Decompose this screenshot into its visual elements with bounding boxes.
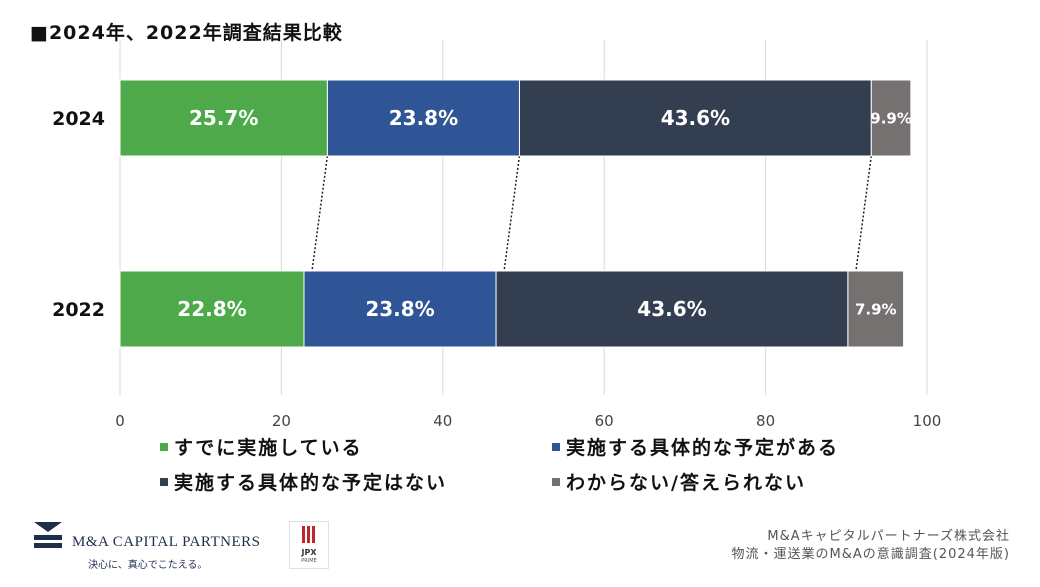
- data-label: 7.9%: [855, 300, 897, 318]
- data-label: 43.6%: [637, 297, 706, 321]
- data-label: 22.8%: [177, 297, 246, 321]
- x-tick-label: 20: [272, 412, 291, 430]
- legend-swatch-1: [160, 442, 168, 451]
- connector-lines: [311, 155, 873, 272]
- jpx-mark-icon: [302, 526, 315, 543]
- legend-swatch-3: [160, 477, 168, 486]
- company-name: M&A CAPITAL PARTNERS: [72, 534, 261, 550]
- bar-segment: [518, 79, 872, 157]
- x-tick-labels: 0 20 40 60 80 100: [115, 412, 941, 430]
- company-emblem-icon: [34, 522, 62, 548]
- chart-title: ■2024年、2022年調査結果比較: [30, 22, 343, 44]
- stacked-bar-chart: 25.7% 23.8% 43.6% 9.9% 22.8% 23.8% 43.6% 7.9% 2…: [52, 40, 941, 430]
- x-tick-label: 80: [756, 412, 775, 430]
- jpx-prime-logo: JPX PRIME: [289, 521, 329, 569]
- data-label: 23.8%: [365, 297, 434, 321]
- jpx-sub-label: PRIME: [301, 558, 317, 564]
- legend-swatch-4: [552, 477, 560, 486]
- legend-item-2: 実施する具体的な予定がある: [552, 433, 839, 460]
- data-label: 23.8%: [389, 106, 458, 130]
- bar-segment: [870, 79, 912, 157]
- source-note: M&Aキャピタルパートナーズ株式会社 物流・運送業のM&Aの意識調査(2024年…: [732, 528, 1010, 564]
- bar-segment: [326, 79, 520, 157]
- x-tick-label: 60: [595, 412, 614, 430]
- x-tick-label: 40: [433, 412, 452, 430]
- bar-segment: [119, 270, 305, 348]
- legend-label-3: 実施する具体的な予定はない: [174, 472, 448, 494]
- legend-item-3: 実施する具体的な予定はない: [160, 468, 447, 495]
- source-line-1: M&Aキャピタルパートナーズ株式会社: [767, 529, 1010, 544]
- source-line-2: 物流・運送業のM&Aの意識調査(2024年版): [731, 547, 1010, 562]
- company-logo: M&A CAPITAL PARTNERS 決心に、真心でこたえる。: [30, 516, 270, 576]
- category-labels: 2024 2022: [52, 108, 105, 321]
- connector-line: [503, 155, 521, 272]
- bar-group: 25.7% 23.8% 43.6% 9.9% 22.8% 23.8% 43.6% 7.9%: [119, 79, 912, 348]
- x-tick-label: 100: [913, 412, 942, 430]
- data-label: 25.7%: [189, 106, 258, 130]
- legend-swatch-2: [552, 442, 560, 451]
- connector-line: [311, 155, 329, 272]
- company-tagline: 決心に、真心でこたえる。: [88, 560, 208, 571]
- jpx-label: JPX: [301, 548, 317, 557]
- category-label: 2022: [52, 299, 105, 321]
- data-label: 43.6%: [661, 106, 730, 130]
- legend-item-1: すでに実施している: [160, 433, 363, 460]
- legend-label-4: わからない/答えられない: [566, 472, 806, 494]
- connector-line: [855, 155, 873, 272]
- bar-segment: [847, 270, 905, 348]
- legend-label-2: 実施する具体的な予定がある: [566, 437, 840, 459]
- legend-item-4: わからない/答えられない: [552, 468, 806, 495]
- bar-segment: [303, 270, 497, 348]
- data-label: 9.9%: [870, 109, 912, 127]
- category-label: 2024: [52, 108, 105, 130]
- bar-segment: [495, 270, 849, 348]
- x-tick-label: 0: [115, 412, 125, 430]
- legend-label-1: すでに実施している: [174, 437, 363, 459]
